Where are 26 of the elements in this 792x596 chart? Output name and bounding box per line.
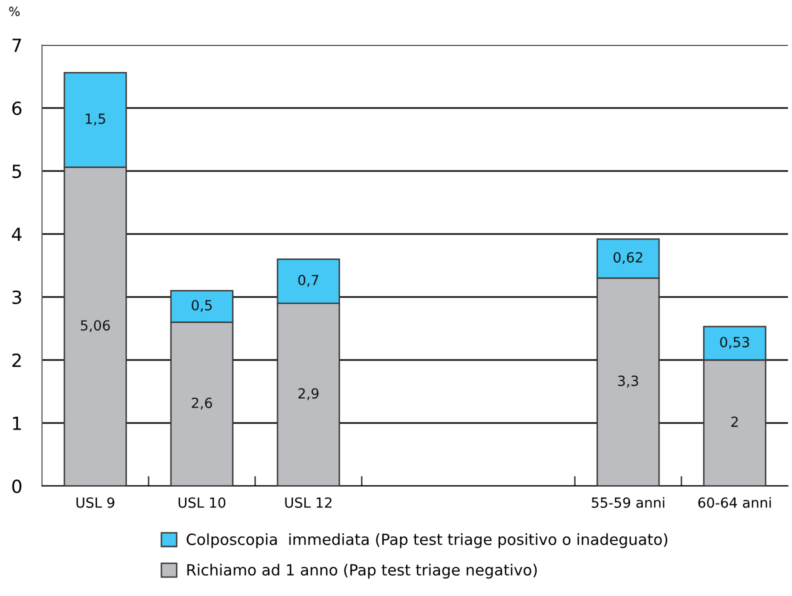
y-tick-label: 2 (12, 353, 21, 367)
data-label: 3,3 (618, 376, 638, 388)
legend-label: Colposcopia immediata (Pap test triage positivo o inadeguato) (186, 533, 668, 548)
y-tick-label: 0 (12, 479, 22, 494)
y-tick-label: 6 (12, 101, 22, 116)
data-label: 0,53 (720, 336, 750, 349)
legend-label: Richiamo ad 1 anno (Pap test triage negativo) (187, 564, 537, 579)
x-tick-label: 60-64 anni (698, 497, 771, 508)
y-axis-title: % (9, 6, 20, 16)
data-label: 0,7 (298, 274, 318, 287)
y-tick-label: 1 (13, 416, 21, 430)
data-label: 2,9 (298, 388, 318, 400)
data-label: 2,6 (192, 398, 212, 410)
y-tick-label: 4 (12, 228, 22, 241)
data-label: 0,5 (192, 300, 212, 312)
data-label: 0,62 (614, 252, 642, 264)
data-label: 5,06 (80, 320, 110, 332)
x-tick-label: USL 10 (178, 497, 226, 508)
data-label: 1,5 (86, 114, 106, 126)
y-tick-label: 3 (12, 290, 22, 304)
y-tick-label: 7 (12, 38, 22, 52)
data-label: 2 (731, 416, 738, 427)
y-tick-label: 5 (12, 164, 21, 178)
x-tick-label: USL 9 (76, 497, 114, 508)
x-tick-label: 55-59 anni (592, 497, 664, 508)
x-tick-label: USL 12 (285, 497, 332, 508)
